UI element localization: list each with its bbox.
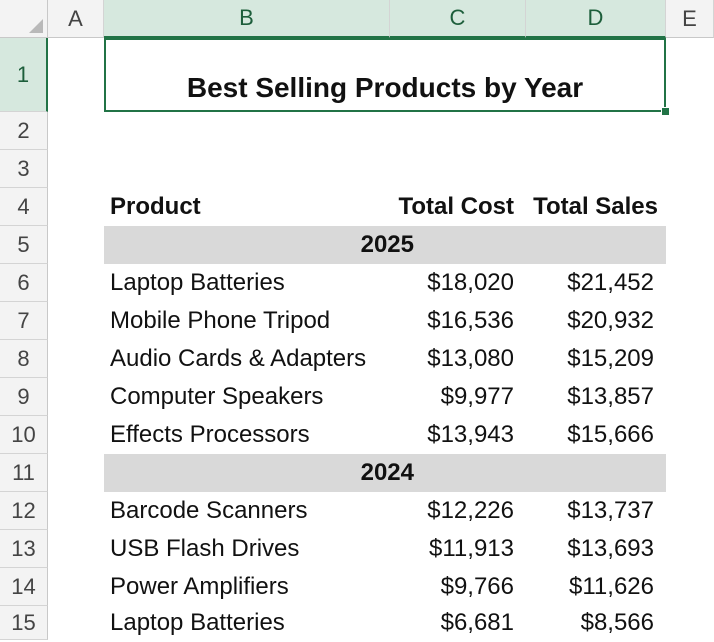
column-header-b[interactable]: B — [104, 0, 390, 38]
sales-cell[interactable]: $15,209 — [567, 345, 654, 372]
cost-cell[interactable]: $16,536 — [427, 307, 514, 334]
row-header-5[interactable]: 5 — [0, 226, 48, 264]
sales-cell[interactable]: $8,566 — [580, 609, 654, 636]
cost-cell[interactable]: $13,943 — [427, 421, 514, 448]
sales-cell[interactable]: $13,693 — [567, 535, 654, 562]
row-header-1[interactable]: 1 — [0, 38, 48, 112]
sales-cell[interactable]: $13,857 — [567, 383, 654, 410]
sheet-title-cell[interactable]: Best Selling Products by Year — [104, 38, 666, 112]
sheet-title: Best Selling Products by Year — [186, 72, 584, 103]
row-header-10[interactable]: 10 — [0, 416, 48, 454]
row-header-2[interactable]: 2 — [0, 112, 48, 150]
row-header-15[interactable]: 15 — [0, 606, 48, 640]
fill-handle[interactable] — [661, 107, 670, 116]
row-header-8[interactable]: 8 — [0, 340, 48, 378]
row-header-3[interactable]: 3 — [0, 150, 48, 188]
sales-cell[interactable]: $15,666 — [567, 421, 654, 448]
header-total-cost[interactable]: Total Cost — [398, 193, 514, 220]
year-group-2024[interactable]: 2024 — [104, 454, 666, 492]
row-header-14[interactable]: 14 — [0, 568, 48, 606]
column-header-e[interactable]: E — [666, 0, 714, 38]
product-cell[interactable]: Effects Processors — [110, 421, 310, 448]
product-cell[interactable]: Laptop Batteries — [110, 269, 285, 296]
column-header-d[interactable]: D — [526, 0, 666, 38]
header-total-sales[interactable]: Total Sales — [533, 193, 658, 220]
row-header-9[interactable]: 9 — [0, 378, 48, 416]
select-all-triangle-icon — [29, 19, 43, 33]
sales-cell[interactable]: $11,626 — [569, 573, 654, 600]
product-cell[interactable]: Laptop Batteries — [110, 609, 285, 636]
row-header-7[interactable]: 7 — [0, 302, 48, 340]
cost-cell[interactable]: $6,681 — [440, 609, 514, 636]
cost-cell[interactable]: $11,913 — [429, 535, 514, 562]
row-header-4[interactable]: 4 — [0, 188, 48, 226]
product-cell[interactable]: Audio Cards & Adapters — [110, 345, 367, 372]
row-header-12[interactable]: 12 — [0, 492, 48, 530]
cost-cell[interactable]: $9,766 — [440, 573, 514, 600]
product-cell[interactable]: USB Flash Drives — [110, 535, 300, 562]
select-all-corner[interactable] — [0, 0, 48, 38]
product-cell[interactable]: Power Amplifiers — [110, 573, 289, 600]
cost-cell[interactable]: $12,226 — [427, 497, 514, 524]
header-product[interactable]: Product — [110, 193, 201, 220]
column-header-a[interactable]: A — [48, 0, 104, 38]
sales-cell[interactable]: $21,452 — [567, 269, 654, 296]
year-group-2025[interactable]: 2025 — [104, 226, 666, 264]
product-cell[interactable]: Computer Speakers — [110, 383, 324, 410]
product-cell[interactable]: Mobile Phone Tripod — [110, 307, 331, 334]
column-header-c[interactable]: C — [390, 0, 526, 38]
row-header-11[interactable]: 11 — [0, 454, 48, 492]
cost-cell[interactable]: $13,080 — [427, 345, 514, 372]
sales-cell[interactable]: $13,737 — [567, 497, 654, 524]
cost-cell[interactable]: $9,977 — [440, 383, 514, 410]
row-header-6[interactable]: 6 — [0, 264, 48, 302]
row-header-13[interactable]: 13 — [0, 530, 48, 568]
sales-cell[interactable]: $20,932 — [567, 307, 654, 334]
cost-cell[interactable]: $18,020 — [427, 269, 514, 296]
product-cell[interactable]: Barcode Scanners — [110, 497, 308, 524]
